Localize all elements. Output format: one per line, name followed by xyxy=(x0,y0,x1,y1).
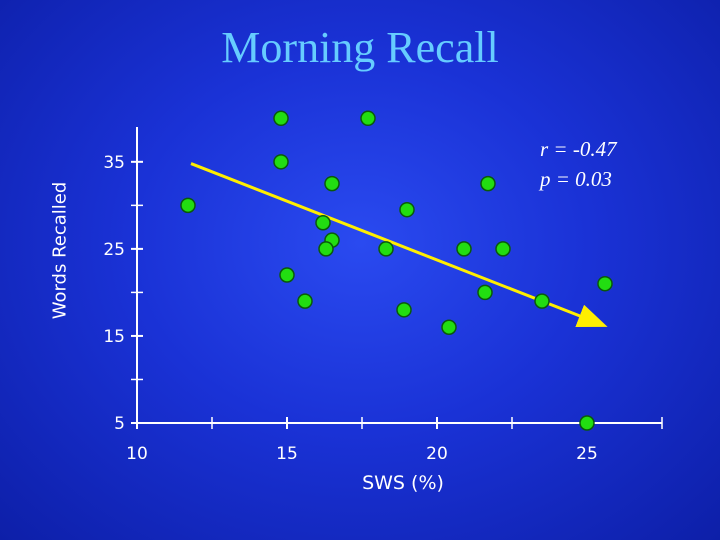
data-point xyxy=(318,241,334,257)
data-point xyxy=(378,241,394,257)
x-tick-label: 10 xyxy=(126,444,148,464)
data-point xyxy=(399,201,415,218)
trend-line-group xyxy=(190,162,608,328)
y-tick-label: 5 xyxy=(114,414,125,434)
x-tick-label: 20 xyxy=(426,444,448,464)
data-point xyxy=(495,241,511,257)
data-point xyxy=(180,197,196,214)
stats-annotation: r = -0.47 p = 0.03 xyxy=(540,134,660,194)
data-points xyxy=(180,110,613,431)
p-value: p = 0.03 xyxy=(540,167,612,191)
data-point xyxy=(396,302,412,318)
x-tick-label: 25 xyxy=(576,444,598,464)
chart-title: Morning Recall xyxy=(221,23,499,72)
data-point xyxy=(477,284,493,301)
r-value: r = -0.47 xyxy=(540,137,617,161)
data-point xyxy=(324,175,340,192)
y-tick-label: 15 xyxy=(103,327,125,347)
data-point xyxy=(360,110,376,127)
data-point xyxy=(273,154,289,170)
data-point xyxy=(441,319,457,335)
data-point xyxy=(597,275,613,292)
data-point xyxy=(456,241,472,257)
x-axis-label: SWS (%) xyxy=(362,472,444,494)
data-point xyxy=(579,415,595,431)
data-point xyxy=(315,215,331,231)
data-point xyxy=(279,267,295,283)
axes: 5 15 25 35 10 15 20 25 xyxy=(103,127,663,464)
data-point xyxy=(297,293,313,309)
x-tick-label: 15 xyxy=(276,444,298,464)
data-point xyxy=(534,293,550,309)
y-tick-label: 25 xyxy=(103,240,125,260)
y-tick-label: 35 xyxy=(103,153,125,173)
trend-line xyxy=(190,162,608,328)
data-point xyxy=(273,110,289,127)
data-point xyxy=(480,175,496,192)
